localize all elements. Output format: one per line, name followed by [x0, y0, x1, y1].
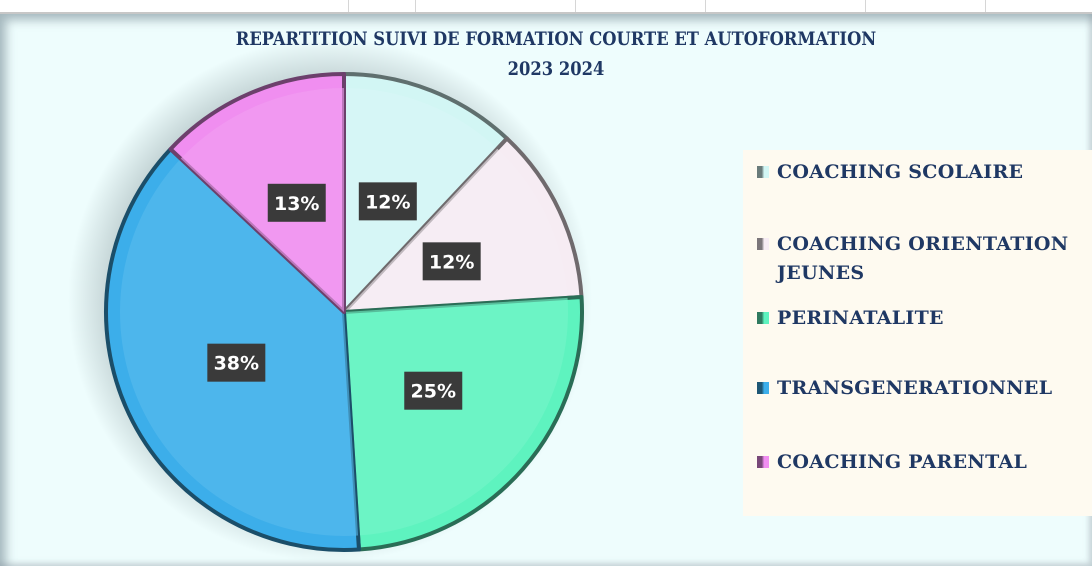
data-label-box: [267, 183, 326, 222]
legend-label: COACHING PARENTAL: [777, 451, 1028, 473]
data-label-box: [207, 343, 266, 382]
legend-swatch: [757, 312, 769, 324]
data-label: 12%: [429, 251, 474, 273]
legend-swatch: [757, 456, 769, 468]
data-label: 12%: [365, 191, 410, 213]
sheet-gridline: [575, 0, 576, 12]
data-label: 25%: [411, 381, 456, 403]
legend-swatch: [757, 238, 769, 250]
sheet-gridline: [985, 0, 986, 12]
pie-slice-bevel: [344, 148, 568, 312]
pie-slice-bevel: [180, 88, 344, 312]
chart-subtitle: 2023 2024: [507, 58, 605, 80]
legend-label: PERINATALITE: [777, 307, 944, 329]
data-label: 13%: [274, 193, 319, 215]
legend-swatch: [757, 382, 769, 394]
sheet-gridline: [415, 0, 416, 12]
legend-item-4[interactable]: COACHING PARENTAL: [757, 448, 1092, 477]
chart-title: REPARTITION SUIVI DE FORMATION COURTE ET…: [235, 28, 877, 50]
legend-item-0[interactable]: COACHING SCOLAIRE: [757, 158, 1092, 187]
legend-item-1[interactable]: COACHING ORIENTATION JEUNES: [757, 230, 1092, 288]
legend-item-2[interactable]: PERINATALITE: [757, 304, 1092, 333]
data-label-box: [404, 371, 463, 410]
legend-swatch: [757, 166, 769, 178]
sheet-gridline: [348, 0, 349, 12]
legend-item-3[interactable]: TRANSGENERATIONNEL: [757, 374, 1092, 403]
legend[interactable]: COACHING SCOLAIRE COACHING ORIENTATION JE…: [743, 150, 1092, 516]
pie-slice-bevel: [344, 297, 568, 536]
pie-slice-bevel: [344, 88, 498, 312]
legend-label: TRANSGENERATIONNEL: [777, 377, 1053, 399]
legend-label: COACHING SCOLAIRE: [777, 161, 1024, 183]
sheet-gridline: [705, 0, 706, 12]
data-label-box: [422, 242, 481, 281]
legend-label: COACHING ORIENTATION JEUNES: [777, 233, 1069, 284]
data-label-box: [358, 182, 417, 221]
sheet-gridline: [865, 0, 866, 12]
data-label: 38%: [214, 353, 259, 375]
